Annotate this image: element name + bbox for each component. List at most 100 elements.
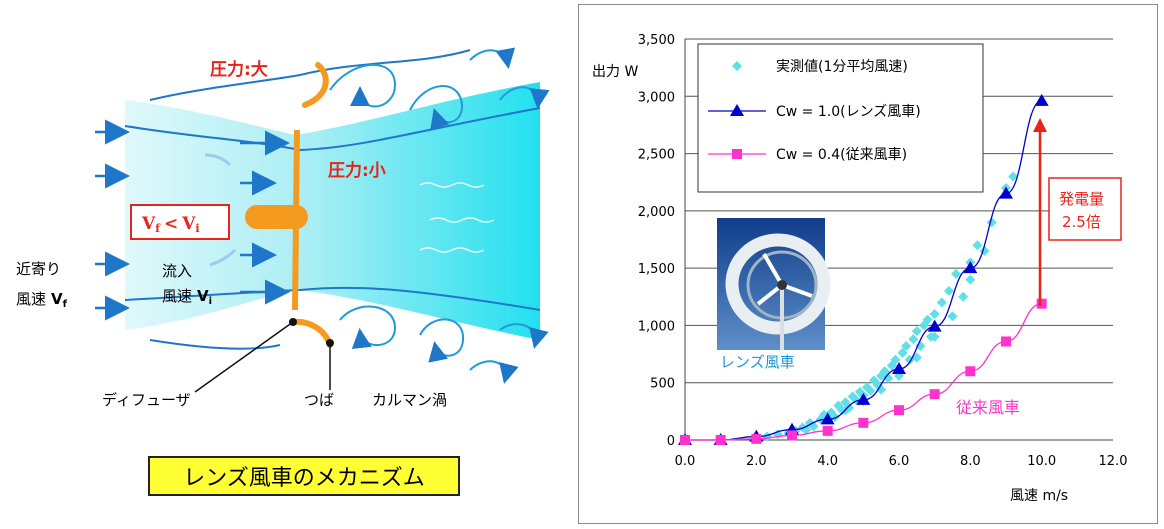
data-series [678,93,1049,445]
flow-region [125,82,540,340]
measured-point [972,240,983,251]
inflow-speed-line1: 流入 [162,262,192,280]
legend-box [697,43,984,193]
conventional-turbine-point [929,389,940,400]
x-tick-label: 2.0 [746,454,767,469]
conventional-turbine-point [858,417,869,428]
gain-line1: 発電量 [1059,190,1104,208]
conventional-turbine-point [787,430,797,441]
lens-turbine-point [963,261,978,274]
x-tick-label: 4.0 [817,454,838,469]
legend-marker [732,149,742,159]
vf-symbol: V [141,214,156,234]
legend-marker [730,104,744,116]
y-tick-label: 3,000 [638,90,675,105]
gain-box [1048,177,1122,241]
lens-turbine-point [856,392,871,405]
x-tick-labels: 0.0 2.0 4.0 6.0 8.0 10.0 12.0 [675,454,1128,469]
gain-arrow-head [1033,118,1047,132]
approach-speed-sub: f [63,299,68,310]
approach-arrows [95,119,130,321]
lens-turbine-photo [717,218,831,350]
less-than-symbol: < [164,214,178,234]
lens-turbine-point [1034,93,1049,106]
measured-point [947,311,958,322]
measured-point [915,341,926,352]
measured-point [829,412,840,423]
legend-label: 実測値(1分平均風速) [776,59,908,75]
conventional-turbine-point [894,405,904,416]
lens-turbine-point [892,361,906,374]
gain-annotation: 発電量 2.5倍 [1033,118,1122,306]
measured-point [965,274,976,285]
lens-turbine-point [927,319,942,332]
mechanism-caption: レンズ風車のメカニズム [148,456,460,496]
lens-turbine-point [820,412,835,425]
y-tick-label: 3,500 [638,33,675,48]
rotor [245,130,308,310]
vi-subscript: i [195,222,199,235]
inflow-speed-symbol: V [197,287,209,305]
measured-point [865,385,876,396]
conventional-turbine-point [751,433,762,444]
vortex-label: カルマン渦 [372,391,447,409]
y-tick-label: 0 [667,434,675,449]
legend-marker [732,61,742,71]
power-curve-chart: 0 500 1,000 1,500 2,000 2,500 3,000 3,500 0.0 2.… [592,33,1128,504]
y-axis-label: 出力 W [592,64,638,80]
measured-point [897,347,908,358]
y-tick-label: 1,500 [638,262,675,277]
brim-label: つば [304,391,334,409]
legend-label: Cw = 1.0(レンズ風車) [776,103,921,120]
velocity-inequality-box [130,204,230,240]
inflow-arrows [240,130,290,305]
measured-point [833,400,844,411]
upper-brim [302,62,329,108]
inflow-speed-sub: i [209,296,212,307]
measured-point [929,331,940,342]
svg-text:Vf<Vi: Vf < Vi [141,214,200,235]
measured-point [936,297,947,308]
y-tick-label: 1,000 [638,319,675,334]
conventional-turbine-point [965,366,976,377]
conventional-turbine-point [822,425,833,436]
conventional-turbine-point [680,435,690,445]
conventional-turbine-point [1036,298,1047,309]
measured-point [951,268,962,279]
measured-point [911,326,922,337]
legend-label: Cw = 0.4(従来風車) [776,146,907,163]
measured-point [890,354,901,365]
y-tick-label: 2,500 [638,148,675,163]
measured-point [958,291,969,302]
measured-point [979,245,990,256]
inflow-wisps [204,153,237,267]
measured-point [886,360,897,371]
measured-point [883,373,894,384]
x-tick-label: 12.0 [1099,454,1128,469]
pressure-high-label: 圧力:大 [210,59,268,80]
lens-turbine-photo-label: レンズ風車 [720,353,795,371]
approach-speed-line2: 風速 [16,290,46,308]
lower-diffuser [289,318,333,348]
vf-subscript: f [155,222,161,235]
measured-point [1008,171,1019,182]
legend: 実測値(1分平均風速) Cw = 1.0(レンズ風車) Cw = 0.4(従来風車) [697,43,984,193]
mechanism-caption-text: レンズ風車のメカニズム [183,466,425,491]
measured-point [929,308,940,319]
inflow-speed-line2: 風速 [162,287,192,305]
approach-speed-symbol: V [51,290,63,308]
measured-point [922,314,933,325]
y-tick-labels: 0 500 1,000 1,500 2,000 2,500 3,000 3,500 [638,33,675,449]
label-leaders [194,321,331,393]
conventional-turbine-point [1001,336,1011,347]
karman-vortices [329,47,550,384]
x-tick-label: 8.0 [960,454,981,469]
pressure-low-label: 圧力:小 [328,160,386,181]
turbulence-lines [419,182,495,253]
gain-line2: 2.5倍 [1062,213,1101,231]
measured-point [879,366,890,377]
measured-point [908,334,919,345]
lens-turbine-point [999,186,1013,199]
vi-symbol: V [181,214,196,234]
